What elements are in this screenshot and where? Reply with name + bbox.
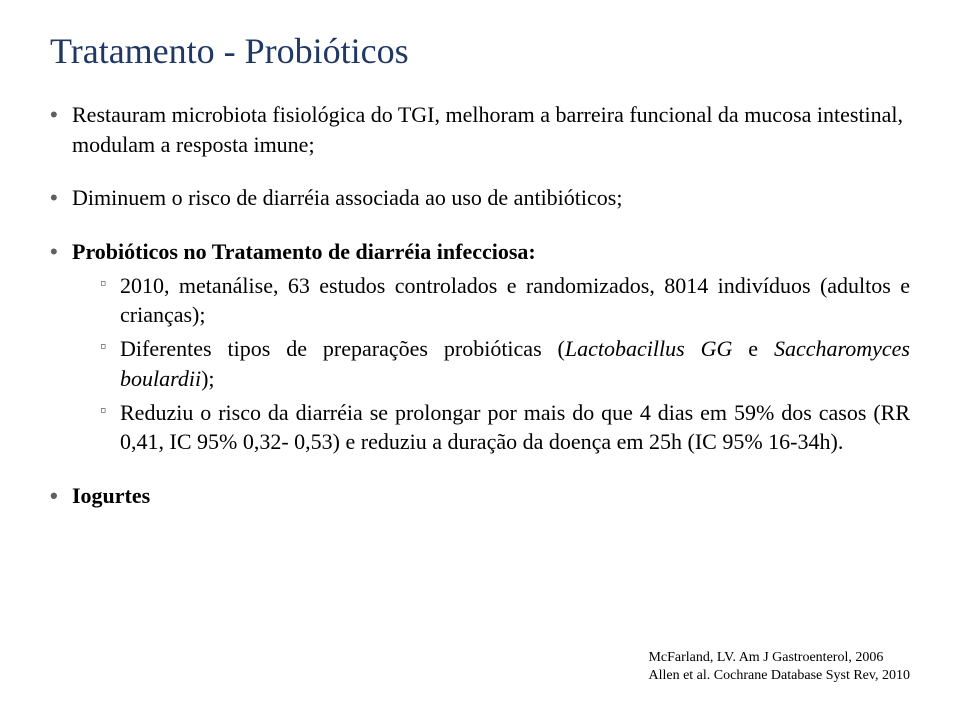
species-name: Lactobacillus GG: [565, 336, 732, 361]
reference-line: McFarland, LV. Am J Gastroenterol, 2006: [648, 649, 910, 667]
page-title: Tratamento - Probióticos: [50, 30, 910, 72]
list-item: Diminuem o risco de diarréia associada a…: [50, 183, 910, 213]
sub-list-item: 2010, metanálise, 63 estudos controlados…: [100, 271, 910, 330]
list-item: Restauram microbiota fisiológica do TGI,…: [50, 100, 910, 159]
sub-list-item: Reduziu o risco da diarréia se prolongar…: [100, 398, 910, 457]
sub-item-text: e: [732, 336, 774, 361]
list-item-heading: Probióticos no Tratamento de diarréia in…: [72, 239, 536, 264]
sub-item-text: Diferentes tipos de preparações probióti…: [120, 336, 565, 361]
bullet-list: Restauram microbiota fisiológica do TGI,…: [50, 100, 910, 511]
reference-line: Allen et al. Cochrane Database Syst Rev,…: [648, 667, 910, 685]
sub-item-text: );: [201, 366, 214, 391]
list-item: Probióticos no Tratamento de diarréia in…: [50, 237, 910, 457]
list-item: Iogurtes: [50, 481, 910, 511]
sub-bullet-list: 2010, metanálise, 63 estudos controlados…: [72, 271, 910, 457]
sub-list-item: Diferentes tipos de preparações probióti…: [100, 334, 910, 393]
references: McFarland, LV. Am J Gastroenterol, 2006 …: [648, 649, 910, 685]
